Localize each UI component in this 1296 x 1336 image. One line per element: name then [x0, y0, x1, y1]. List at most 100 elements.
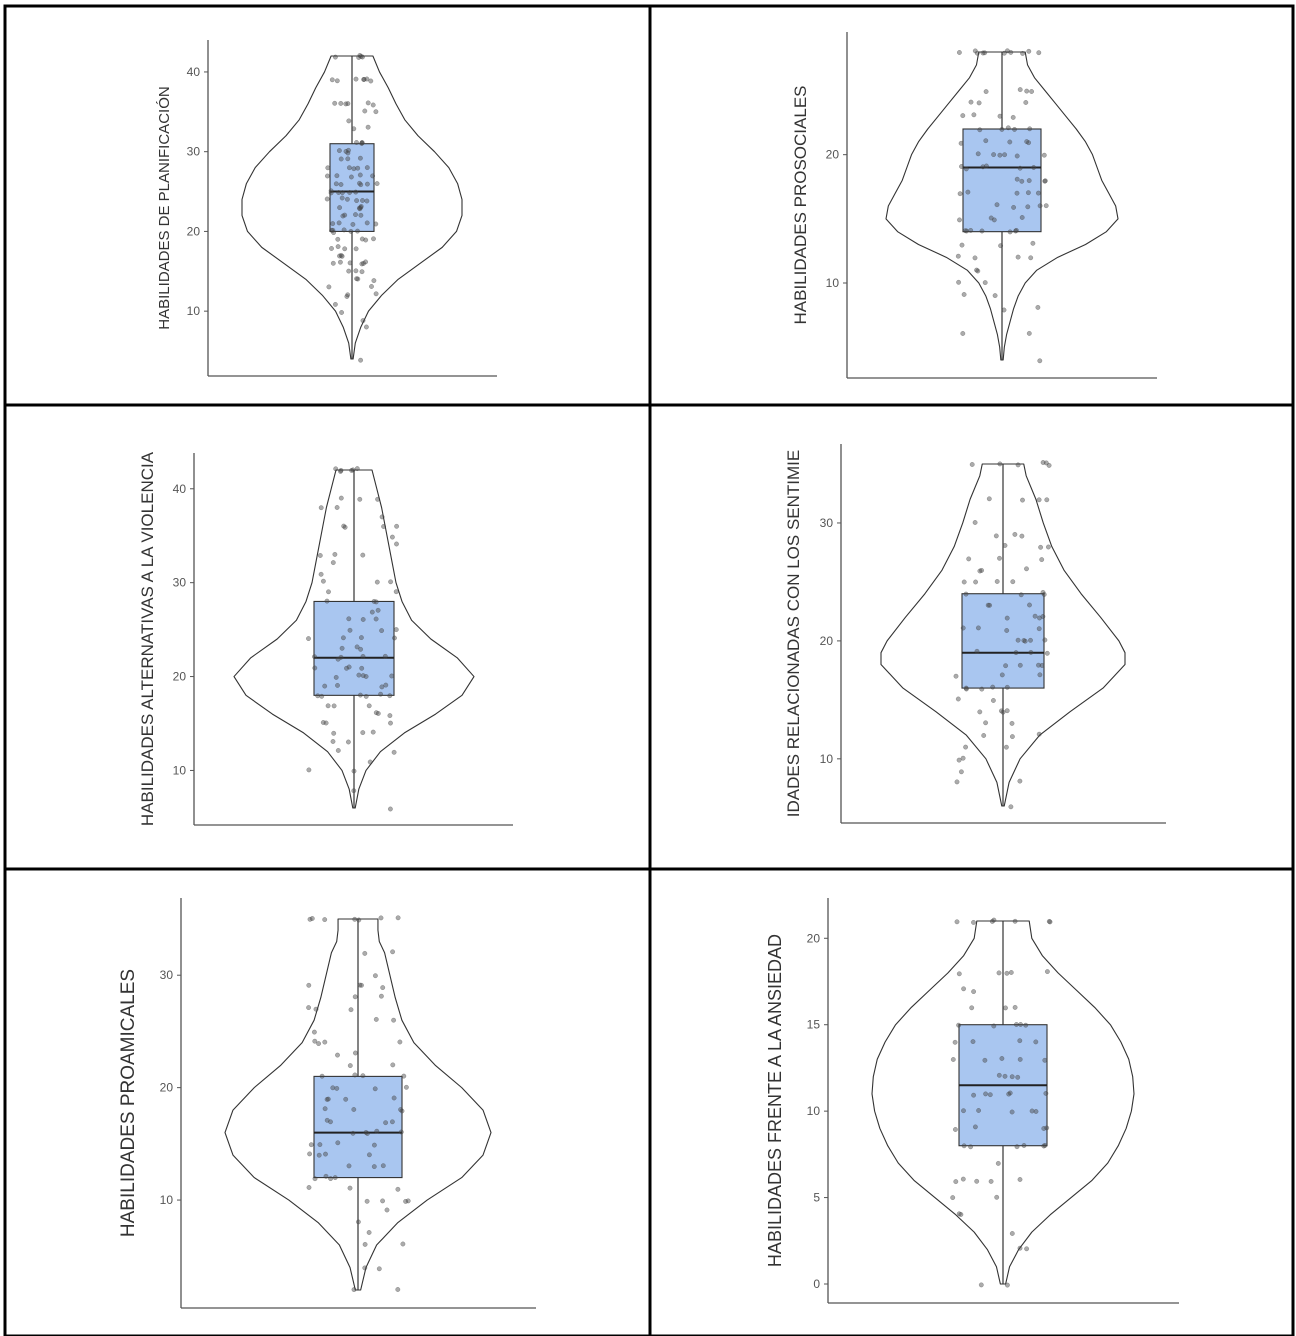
data-point — [308, 1142, 314, 1148]
data-point — [1017, 1245, 1023, 1251]
data-point — [963, 591, 969, 597]
data-point — [352, 994, 358, 1000]
data-point — [1009, 1109, 1015, 1115]
data-point — [351, 166, 357, 172]
data-point — [1010, 579, 1016, 585]
box-iqr — [961, 593, 1045, 689]
data-point — [315, 693, 321, 699]
data-point — [980, 50, 986, 56]
data-point — [394, 523, 400, 529]
data-point — [336, 148, 342, 154]
data-point — [1041, 1126, 1047, 1131]
data-point — [952, 1127, 958, 1132]
data-point — [1007, 229, 1013, 235]
data-point — [970, 1039, 976, 1045]
data-point — [333, 674, 339, 680]
data-point — [972, 1124, 978, 1130]
data-point — [355, 276, 361, 282]
table-borders — [3, 4, 1295, 1336]
data-point — [1006, 1091, 1012, 1097]
data-point — [344, 665, 349, 671]
data-point — [1004, 615, 1010, 621]
data-point — [1039, 557, 1045, 563]
data-point — [1020, 50, 1026, 56]
data-point — [346, 616, 352, 622]
data-point — [373, 1016, 379, 1022]
data-point — [1033, 1109, 1039, 1114]
data-point — [1004, 684, 1010, 690]
data-point — [1013, 228, 1019, 234]
data-point — [1029, 89, 1035, 94]
data-point — [387, 693, 393, 699]
data-point — [1015, 254, 1021, 260]
data-point — [997, 152, 1003, 158]
data-point — [403, 1084, 409, 1090]
data-point — [1025, 204, 1031, 210]
data-point — [1009, 1231, 1015, 1236]
data-point — [334, 173, 340, 179]
data-point — [1019, 215, 1025, 220]
data-point — [373, 616, 379, 622]
data-point — [1010, 114, 1016, 120]
violin-panel-4: 10 20 30 IDADES RELACIONADAS CON LOS SENTIM… — [784, 444, 1166, 824]
data-point — [985, 602, 991, 608]
data-point — [388, 720, 393, 726]
data-point — [971, 112, 977, 118]
data-point — [360, 318, 366, 324]
data-point — [356, 917, 362, 923]
data-point — [1036, 731, 1042, 737]
data-point — [373, 221, 379, 227]
data-point — [979, 686, 985, 692]
data-point — [991, 917, 997, 923]
data-point — [312, 1176, 318, 1182]
data-point — [383, 682, 389, 688]
data-point — [362, 108, 368, 114]
data-point — [355, 228, 360, 234]
data-point — [1036, 497, 1042, 503]
data-point — [338, 156, 344, 162]
data-point — [362, 1265, 368, 1271]
data-point — [395, 1186, 401, 1192]
data-point — [341, 523, 347, 529]
data-point — [353, 76, 359, 82]
data-point — [390, 1062, 396, 1068]
data-point — [1015, 462, 1021, 468]
data-point — [360, 617, 366, 622]
data-point — [1004, 1282, 1010, 1288]
data-point — [994, 202, 1000, 208]
data-point — [983, 138, 989, 144]
data-point — [391, 1017, 397, 1023]
data-point — [960, 625, 966, 631]
data-point — [312, 1038, 318, 1044]
data-point — [324, 196, 330, 202]
data-point — [339, 645, 345, 651]
data-point — [1035, 304, 1041, 310]
data-point — [958, 769, 964, 775]
data-point — [1041, 1143, 1047, 1149]
data-point — [969, 462, 975, 467]
data-point — [353, 212, 358, 218]
data-point — [987, 602, 993, 608]
data-point — [382, 653, 388, 659]
data-point — [1031, 165, 1037, 170]
y-tick-label: 20 — [187, 224, 201, 238]
data-point — [976, 1108, 982, 1113]
data-point — [359, 982, 364, 988]
data-point — [1003, 1005, 1008, 1011]
data-point — [971, 919, 976, 925]
data-point — [1014, 190, 1020, 196]
data-point — [332, 1175, 338, 1181]
data-point — [1013, 227, 1019, 233]
data-point — [341, 227, 347, 233]
data-point — [1020, 497, 1025, 503]
data-point — [974, 648, 980, 654]
data-point — [1012, 126, 1017, 132]
data-point — [363, 674, 369, 679]
data-point — [338, 467, 344, 473]
data-point — [1026, 178, 1032, 184]
data-point — [1029, 1108, 1035, 1114]
data-points — [306, 915, 411, 1293]
data-point — [365, 100, 371, 106]
data-point — [1043, 203, 1049, 209]
data-point — [332, 301, 338, 307]
